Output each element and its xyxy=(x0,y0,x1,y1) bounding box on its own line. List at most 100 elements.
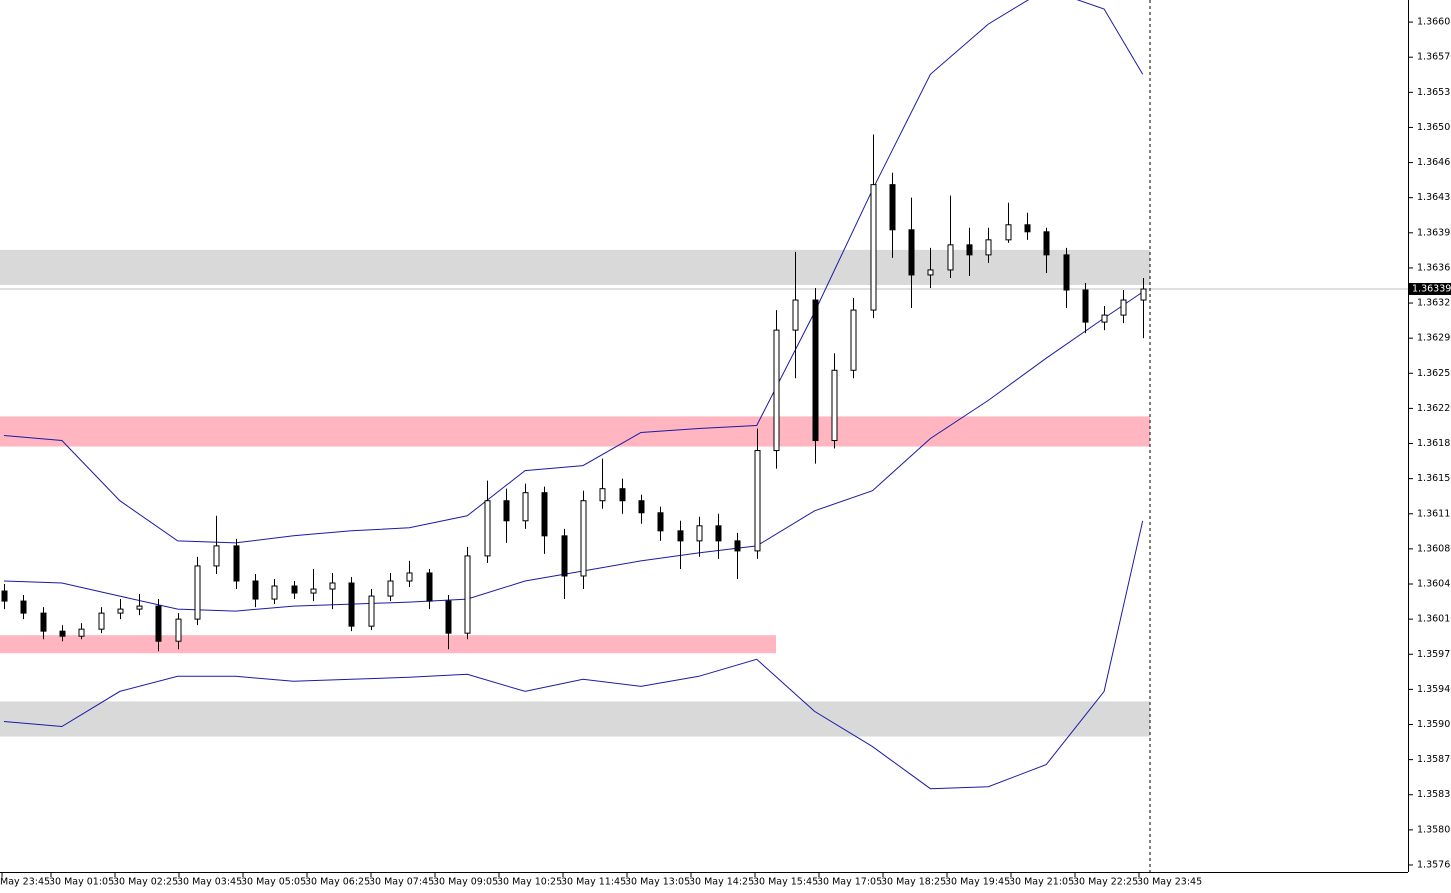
candle-body xyxy=(40,612,47,632)
y-tick-label: 1.36465 xyxy=(1417,157,1451,168)
y-tick-label: 1.35800 xyxy=(1417,824,1451,835)
candle-body xyxy=(1140,288,1147,301)
candle-body xyxy=(233,545,240,582)
y-tick-label: 1.36290 xyxy=(1417,333,1451,344)
y-tick-label: 1.35765 xyxy=(1417,859,1451,870)
candle-body xyxy=(406,572,413,582)
x-tick-label: 30 May 21:05 xyxy=(1009,877,1074,888)
candle-body xyxy=(927,269,934,276)
y-tick-label: 1.36570 xyxy=(1417,52,1451,63)
x-tick-label: 30 May 06:25 xyxy=(305,877,370,888)
candle-body xyxy=(78,628,85,637)
y-tick-label: 1.36080 xyxy=(1417,543,1451,554)
x-tick-label: 30 May 14:25 xyxy=(689,877,754,888)
candle-body xyxy=(812,299,819,442)
y-tick-label: 1.35940 xyxy=(1417,684,1451,695)
candle-body xyxy=(889,184,896,231)
candle-body xyxy=(696,525,703,542)
candle-body xyxy=(1101,314,1108,323)
candle-body xyxy=(464,555,471,634)
candle-body xyxy=(908,229,915,276)
plot-area xyxy=(0,0,1408,790)
candle-body xyxy=(252,580,259,600)
candle-body xyxy=(599,488,606,502)
candle-body xyxy=(541,492,548,537)
candle-body xyxy=(117,608,124,614)
candle-body xyxy=(792,299,799,331)
candle-body xyxy=(445,600,452,634)
candle-body xyxy=(1005,224,1012,241)
x-tick-label: 30 May 03:45 xyxy=(177,877,242,888)
candle-body xyxy=(213,545,220,567)
candle-body xyxy=(368,595,375,627)
candle-body xyxy=(657,512,664,532)
candle-body xyxy=(522,492,529,522)
zone xyxy=(0,701,1150,737)
x-tick-label: May 23:45 xyxy=(0,877,50,888)
y-tick-label: 1.36535 xyxy=(1417,87,1451,98)
candle-body xyxy=(754,450,761,552)
x-tick-label: 30 May 01:05 xyxy=(49,877,114,888)
candle-body xyxy=(580,500,587,577)
y-tick-label: 1.36500 xyxy=(1417,122,1451,133)
candle-body xyxy=(59,630,66,637)
candle-body xyxy=(947,244,954,271)
x-tick-label: 30 May 10:25 xyxy=(497,877,562,888)
candle-body xyxy=(387,580,394,597)
x-tick-label: 30 May 23:45 xyxy=(1137,877,1202,888)
candle-body xyxy=(20,600,27,614)
band-lower xyxy=(3,520,1144,790)
candle-body xyxy=(831,369,838,442)
candle-body xyxy=(310,588,317,594)
x-tick-label: 30 May 22:25 xyxy=(1073,877,1138,888)
y-tick-label: 1.35835 xyxy=(1417,789,1451,800)
y-tick-label: 1.36185 xyxy=(1417,438,1451,449)
y-tick-label: 1.36045 xyxy=(1417,579,1451,590)
candle-body xyxy=(1082,289,1089,323)
candle-body xyxy=(136,605,143,610)
candle-body xyxy=(1,590,8,602)
candle-body xyxy=(271,585,278,600)
price-label-box xyxy=(1409,282,1451,295)
y-tick-label: 1.36115 xyxy=(1417,508,1451,519)
x-tick-label: 30 May 15:45 xyxy=(753,877,818,888)
candle-body xyxy=(1024,224,1031,233)
candle-body xyxy=(619,488,626,502)
band-upper xyxy=(3,0,1144,544)
candle-body xyxy=(503,500,510,522)
candle-body xyxy=(329,582,336,590)
candle-body xyxy=(348,582,355,627)
band-middle xyxy=(3,291,1143,612)
x-tick-label: 30 May 18:25 xyxy=(881,877,946,888)
zone xyxy=(0,416,1150,447)
candle-body xyxy=(715,525,722,542)
x-tick-label: 30 May 19:45 xyxy=(945,877,1010,888)
candle-body xyxy=(561,535,568,577)
x-tick-label: 30 May 05:05 xyxy=(241,877,306,888)
zone xyxy=(0,249,1150,285)
candle-body xyxy=(638,500,645,514)
y-tick-label: 1.35905 xyxy=(1417,719,1451,730)
price-label: 1.36339 xyxy=(1412,283,1451,294)
y-tick-label: 1.36220 xyxy=(1417,403,1451,414)
x-tick-label: 30 May 17:05 xyxy=(817,877,882,888)
y-tick-label: 1.36395 xyxy=(1417,227,1451,238)
candle-body xyxy=(426,572,433,602)
y-tick-label: 1.36325 xyxy=(1417,298,1451,309)
candle-body xyxy=(1043,231,1050,256)
candle-body xyxy=(194,565,201,620)
candle-body xyxy=(734,540,741,552)
candle-body xyxy=(1120,299,1127,316)
candle-body xyxy=(98,612,105,630)
candle-body xyxy=(870,184,877,311)
candle-body xyxy=(985,239,992,256)
candle-body xyxy=(850,309,857,371)
candle-body xyxy=(484,500,491,557)
candle-body xyxy=(677,530,684,542)
y-tick-label: 1.36360 xyxy=(1417,262,1451,273)
y-tick-label: 1.35870 xyxy=(1417,754,1451,765)
y-tick-label: 1.36605 xyxy=(1417,17,1451,28)
x-tick-label: 30 May 11:45 xyxy=(561,877,626,888)
candle-body xyxy=(1063,254,1070,291)
